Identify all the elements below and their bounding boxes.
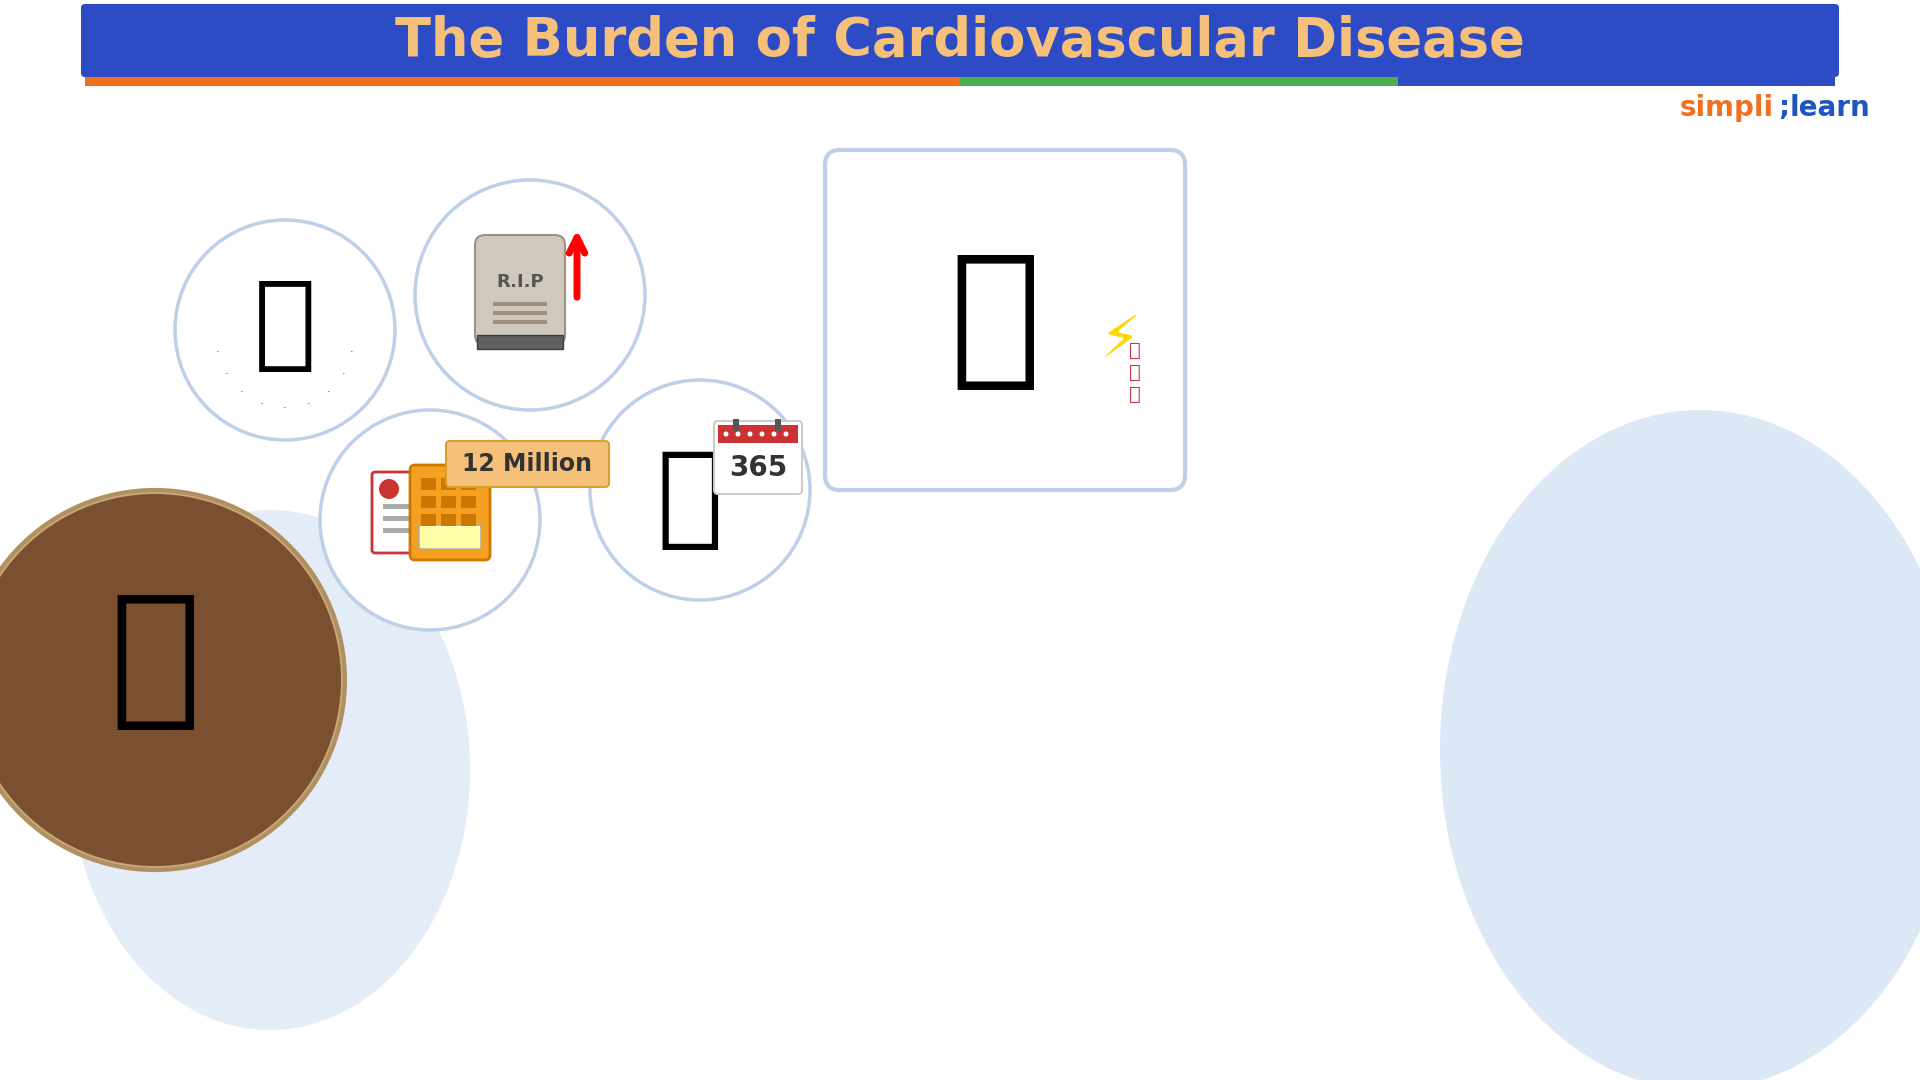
Text: 12 Million: 12 Million xyxy=(463,453,593,476)
Text: R.I.P: R.I.P xyxy=(495,273,543,291)
Bar xyxy=(461,496,476,508)
Bar xyxy=(718,426,799,443)
Bar xyxy=(382,528,426,534)
FancyBboxPatch shape xyxy=(826,150,1185,490)
Text: ·: · xyxy=(307,399,309,409)
Bar xyxy=(493,311,547,315)
Text: 👩: 👩 xyxy=(109,585,202,734)
Text: 🌐: 🌐 xyxy=(253,274,317,376)
FancyBboxPatch shape xyxy=(714,421,803,494)
Circle shape xyxy=(415,180,645,410)
Bar xyxy=(776,419,781,431)
Text: ·: · xyxy=(282,403,286,413)
Bar xyxy=(493,302,547,306)
FancyBboxPatch shape xyxy=(411,465,490,561)
Text: ·: · xyxy=(349,347,353,356)
Text: ·: · xyxy=(259,399,263,409)
Ellipse shape xyxy=(1440,410,1920,1080)
Bar xyxy=(493,320,547,324)
Ellipse shape xyxy=(69,510,470,1030)
Text: ⚡: ⚡ xyxy=(1100,311,1140,368)
Text: 〜: 〜 xyxy=(1129,363,1140,381)
Bar xyxy=(442,496,457,508)
Bar xyxy=(461,478,476,490)
Bar xyxy=(84,77,960,86)
FancyBboxPatch shape xyxy=(445,441,609,487)
Circle shape xyxy=(321,410,540,630)
Text: ;: ; xyxy=(1778,94,1789,122)
Circle shape xyxy=(724,432,728,436)
Circle shape xyxy=(783,432,789,436)
Text: learn: learn xyxy=(1789,94,1870,122)
Bar xyxy=(960,77,1398,86)
Circle shape xyxy=(589,380,810,600)
Text: 365: 365 xyxy=(730,454,787,482)
Text: The Burden of Cardiovascular Disease: The Burden of Cardiovascular Disease xyxy=(396,14,1524,67)
Bar xyxy=(733,419,739,431)
Circle shape xyxy=(175,220,396,440)
Bar xyxy=(476,335,563,349)
Circle shape xyxy=(735,432,741,436)
Text: 🫀: 🫀 xyxy=(948,245,1041,394)
Text: ·: · xyxy=(326,387,330,397)
Bar xyxy=(420,514,436,526)
Bar xyxy=(442,514,457,526)
Circle shape xyxy=(760,432,764,436)
Bar xyxy=(420,478,436,490)
Text: ·: · xyxy=(217,347,221,356)
Circle shape xyxy=(747,432,753,436)
Circle shape xyxy=(378,480,399,499)
Text: ·: · xyxy=(342,369,346,379)
Bar xyxy=(461,514,476,526)
Bar xyxy=(1398,77,1836,86)
Bar xyxy=(382,516,426,521)
Circle shape xyxy=(772,432,776,436)
Text: ·: · xyxy=(240,387,244,397)
Circle shape xyxy=(0,494,342,866)
FancyBboxPatch shape xyxy=(474,235,564,345)
FancyBboxPatch shape xyxy=(372,472,438,553)
Text: 🌍: 🌍 xyxy=(657,446,724,553)
Bar xyxy=(382,504,426,509)
Circle shape xyxy=(0,490,346,870)
Bar xyxy=(442,478,457,490)
Bar xyxy=(420,496,436,508)
Text: 〜: 〜 xyxy=(1129,384,1140,404)
Text: ·: · xyxy=(225,369,228,379)
Text: 〜: 〜 xyxy=(1129,340,1140,360)
Text: simpli: simpli xyxy=(1680,94,1774,122)
FancyBboxPatch shape xyxy=(81,4,1839,77)
FancyBboxPatch shape xyxy=(419,525,482,549)
